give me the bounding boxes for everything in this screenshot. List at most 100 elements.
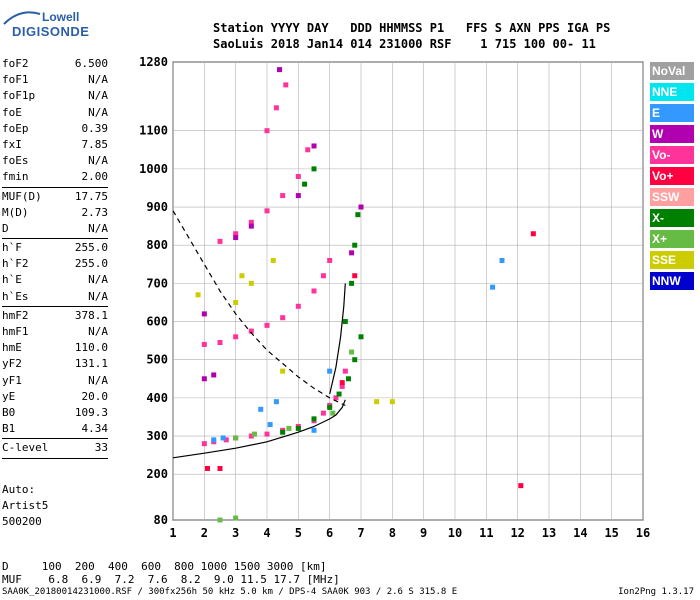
trace-point <box>358 204 364 210</box>
param-row: B0 109.3 <box>2 405 108 421</box>
trace-point <box>233 435 239 441</box>
trace-point <box>258 406 264 412</box>
trace-point <box>211 372 217 378</box>
trace-point <box>345 376 351 382</box>
trace-point <box>280 315 286 321</box>
y-tick-label: 900 <box>146 200 168 214</box>
param-name: yF1 <box>2 373 22 387</box>
mufd-dashed-curve <box>172 210 346 407</box>
param-separator <box>2 186 108 188</box>
trace-point <box>295 303 301 309</box>
trace-point <box>248 328 254 334</box>
trace-point <box>333 395 339 401</box>
trace-point <box>273 399 279 405</box>
x-tick-label: 13 <box>542 526 556 540</box>
param-value: N/A <box>88 325 108 338</box>
param-name: fmin <box>2 170 29 184</box>
trace-point <box>311 166 317 172</box>
trace-point <box>342 368 348 374</box>
param-name: fxI <box>2 137 22 151</box>
legend-item: Vo+ <box>650 167 694 185</box>
param-row: hmF2 378.1 <box>2 308 108 324</box>
ionogram-chart: 1 2 3 4 5 6 7 8 9 10 11 12 13 14 15 1680200300400500600… <box>139 55 650 540</box>
param-name: foEp <box>2 121 29 135</box>
header-line1: Station YYYY DAY DDD HHMMSS P1 FFS S AXN… <box>213 21 611 35</box>
trace-point <box>286 425 292 431</box>
trace-point <box>217 517 223 523</box>
legend-item: Vo- <box>650 146 694 164</box>
param-name: hmE <box>2 341 22 355</box>
y-tick-label: 700 <box>146 276 168 290</box>
trace-point <box>201 376 207 382</box>
x-tick-label: 1 <box>169 526 176 540</box>
param-name: C-level <box>2 441 49 455</box>
auto-scaling-info: Auto: Artist5 500200 <box>2 482 48 530</box>
trace-point <box>349 250 355 256</box>
legend-item: X+ <box>650 230 694 248</box>
trace-point <box>220 435 226 441</box>
param-row: h`F 255.0 <box>2 240 108 256</box>
trace-point <box>311 143 317 149</box>
header-line2: SaoLuis 2018 Jan14 014 231000 RSF 1 715 … <box>213 37 596 51</box>
trace-point <box>374 399 380 405</box>
param-row: foEs N/A <box>2 153 108 169</box>
trace-point <box>327 404 333 410</box>
legend-item: SSE <box>650 251 694 269</box>
param-row: B1 4.34 <box>2 421 108 437</box>
param-value: 2.00 <box>81 170 109 184</box>
param-name: hmF1 <box>2 325 29 338</box>
trace-point <box>248 280 254 286</box>
param-row: foF2 6.500 <box>2 56 108 72</box>
param-row: C-level 33 <box>2 440 108 456</box>
logo-line1: Lowell <box>42 10 80 24</box>
x-tick-label: 3 <box>232 526 239 540</box>
trace-point <box>295 193 301 199</box>
station-header: Station YYYY DAY DDD HHMMSS P1 FFS S AXN… <box>213 20 610 52</box>
param-name: h`F <box>2 241 22 255</box>
trace-point <box>320 410 326 416</box>
trace-point <box>358 334 364 340</box>
legend-item: NoVal <box>650 62 694 80</box>
param-value: 0.39 <box>81 121 109 135</box>
param-name: yE <box>2 389 16 403</box>
param-value: 255.0 <box>74 241 108 255</box>
trace-point <box>273 105 279 111</box>
footer-version: Ion2Png 1.3.17 <box>618 587 694 597</box>
param-row: D N/A <box>2 221 108 237</box>
param-name: B0 <box>2 405 16 419</box>
trace-point <box>295 174 301 179</box>
param-name: MUF(D) <box>2 189 42 203</box>
virtual-height-solid-curve <box>172 399 346 459</box>
param-name: foF1 <box>2 73 29 87</box>
trace-point <box>201 311 207 317</box>
x-tick-label: 8 <box>389 526 396 540</box>
y-tick-label: 400 <box>146 391 168 405</box>
trace-point <box>204 465 210 471</box>
param-row: fxI 7.85 <box>2 137 108 153</box>
param-value: 7.85 <box>81 137 109 151</box>
trace-point <box>267 422 273 428</box>
x-tick-label: 10 <box>448 526 462 540</box>
param-name: h`F2 <box>2 257 29 271</box>
param-row: M(D) 2.73 <box>2 205 108 221</box>
trace-point <box>295 425 301 431</box>
param-value: N/A <box>88 373 108 387</box>
auto-label: Auto: <box>2 483 36 496</box>
legend-item: NNW <box>650 272 694 290</box>
muf-row: MUF 6.8 6.9 7.2 7.6 8.2 9.0 11.5 17.7 [M… <box>2 573 340 586</box>
param-row: foE N/A <box>2 105 108 121</box>
y-tick-label: 80 <box>154 513 168 527</box>
param-name: foF1p <box>2 89 36 103</box>
param-name: D <box>2 221 9 235</box>
polarization-legend: NoVal NNE E W Vo- Vo+ SSW X- X+ SSE NNW <box>650 62 694 293</box>
trace-point <box>251 431 257 437</box>
param-row: yE 20.0 <box>2 389 108 405</box>
trace-point <box>327 368 333 374</box>
trace-point <box>490 284 496 290</box>
trace-point <box>201 441 207 447</box>
param-value: N/A <box>88 289 108 303</box>
y-tick-label: 1100 <box>139 124 168 138</box>
param-value: N/A <box>88 273 108 287</box>
trace-point <box>264 322 270 328</box>
trace-point <box>352 273 358 279</box>
